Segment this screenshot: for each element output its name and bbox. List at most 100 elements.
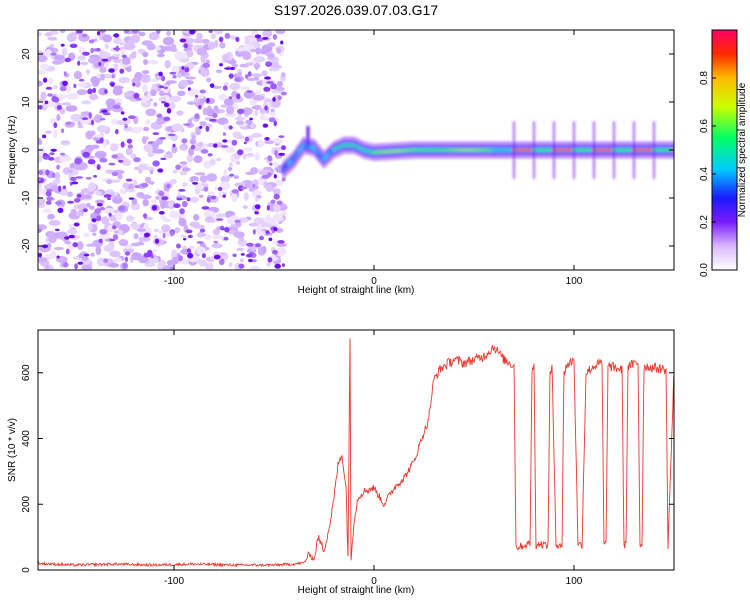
heatmap-noise-cell: [145, 119, 151, 125]
heatmap-noise-cell: [60, 140, 70, 144]
heatmap-noise-cell: [54, 54, 65, 61]
heatmap-noise-cell: [234, 77, 242, 82]
heatmap-noise-cell: [45, 200, 52, 205]
heatmap-noise-cell: [87, 88, 93, 95]
y-tick-label: -10: [21, 190, 32, 205]
heatmap-noise-cell: [210, 195, 217, 200]
heatmap-noise-cell: [168, 133, 176, 137]
heatmap-noise-cell: [114, 209, 119, 214]
heatmap-noise-cell: [253, 63, 261, 69]
heatmap-noise-cell: [245, 119, 253, 124]
heatmap-noise-cell: [59, 108, 66, 115]
colorbar-gradient: [711, 29, 738, 271]
heatmap-noise-cell: [88, 182, 97, 192]
heatmap-noise-cell: [262, 30, 273, 38]
heatmap-noise-cell: [55, 228, 60, 232]
heatmap-noise-cell: [223, 82, 229, 86]
heatmap-noise-cell: [162, 218, 172, 222]
heatmap-noise-cell: [141, 70, 150, 75]
heatmap-noise-cell: [231, 139, 238, 146]
heatmap-noise-cell: [166, 108, 172, 114]
snr-panel: -100 0 100 0 200 400 600 Height of straight l…: [7, 329, 675, 596]
heatmap-noise-cell: [170, 266, 174, 270]
x-tick-label: -100: [164, 276, 184, 287]
heatmap-noise-cell: [253, 217, 265, 225]
heatmap-noise-cell: [199, 89, 206, 94]
heatmap-noise-cell: [85, 176, 92, 180]
heatmap-noise-cell: [222, 194, 226, 198]
heatmap-noise-cell: [199, 175, 208, 183]
heatmap-noise-cell: [253, 104, 262, 110]
heatmap-noise-cell: [90, 252, 95, 257]
heatmap-noise-cell: [108, 162, 116, 166]
heatmap-noise-cell: [143, 126, 150, 132]
heatmap-noise-cell: [144, 232, 151, 237]
heatmap-noise-cell: [194, 172, 206, 176]
heatmap-noise-cell: [270, 108, 275, 113]
heatmap-noise-cell: [206, 98, 210, 103]
heatmap-noise-cell: [38, 146, 46, 155]
heatmap-noise-cell: [203, 210, 216, 219]
heatmap-noise-cell: [58, 185, 62, 192]
heatmap-noise-cell: [184, 67, 190, 73]
heatmap-noise-cell: [216, 226, 221, 230]
heatmap-noise-cell: [81, 263, 93, 270]
heatmap-noise-cell: [131, 252, 142, 261]
heatmap-noise-cell: [160, 157, 167, 161]
heatmap-noise-cell: [274, 263, 282, 269]
heatmap-noise-cell: [120, 141, 125, 148]
heatmap-noise-cell: [68, 223, 75, 229]
heatmap-noise-cell: [223, 236, 229, 241]
heatmap-noise-cell: [74, 158, 82, 165]
heatmap-noise-cell: [181, 200, 188, 208]
heatmap-noise-cell: [265, 81, 274, 84]
heatmap-noise-cell: [106, 179, 113, 185]
heatmap-noise-cell: [93, 114, 103, 123]
heatmap-noise-cell: [95, 134, 105, 138]
heatmap-noise-cell: [115, 128, 119, 135]
heatmap-noise-cell: [77, 261, 84, 265]
heatmap-noise-cell: [163, 45, 174, 52]
heatmap-noise-cell: [128, 183, 134, 191]
heatmap-y-axis-label: Frequency (Hz): [7, 116, 18, 185]
heatmap-noise-cell: [124, 256, 129, 263]
heatmap-noise-cell: [80, 61, 89, 66]
heatmap-noise-cell: [179, 208, 185, 215]
heatmap-noise-cell: [242, 205, 248, 210]
heatmap-noise-cell: [67, 228, 78, 235]
heatmap-noise-cell: [274, 150, 278, 156]
heatmap-noise-cell: [239, 258, 244, 263]
heatmap-noise-cell: [38, 177, 41, 181]
heatmap-noise-cell: [146, 43, 156, 51]
colorbar-tick-label: 0.2: [699, 215, 710, 229]
heatmap-noise-cell: [147, 150, 155, 158]
heatmap-noise-cell: [277, 240, 285, 244]
heatmap-noise-cell: [227, 167, 233, 171]
heatmap-signal-cell: [306, 126, 310, 146]
heatmap-noise-cell: [44, 32, 53, 37]
heatmap-noise-cell: [68, 243, 74, 252]
heatmap-noise-cell: [38, 187, 44, 196]
heatmap-noise-cell: [273, 227, 278, 232]
heatmap-noise-cell: [50, 250, 57, 259]
heatmap-noise-cell: [59, 30, 66, 34]
heatmap-noise-cell: [141, 95, 148, 104]
heatmap-noise-cell: [121, 54, 127, 58]
heatmap-noise-cell: [124, 123, 128, 129]
heatmap-noise-cell: [99, 232, 110, 240]
heatmap-noise-cell: [259, 107, 266, 114]
y-tick-label: 10: [21, 96, 32, 108]
heatmap-noise-cell: [118, 77, 130, 84]
heatmap-noise-cell: [218, 252, 227, 256]
heatmap-noise-cell: [147, 91, 151, 98]
heatmap-noise-cell: [101, 216, 110, 225]
snr-y-ticks: 0 200 400 600: [21, 364, 674, 573]
colorbar-tick-label: 0.8: [699, 71, 710, 85]
heatmap-noise-cell: [104, 89, 108, 94]
heatmap-noise-cell: [169, 178, 177, 185]
heatmap-noise-cell: [152, 160, 160, 167]
heatmap-noise-cell: [96, 125, 108, 133]
heatmap-noise-cell: [179, 38, 187, 43]
heatmap-noise-cell: [115, 98, 121, 103]
heatmap-noise-cell: [155, 196, 160, 200]
